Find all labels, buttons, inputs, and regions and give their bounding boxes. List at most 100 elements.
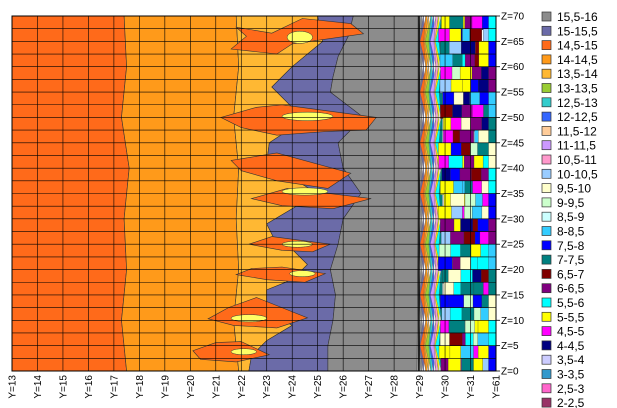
contour-spot (289, 270, 316, 277)
legend-swatch (541, 126, 552, 136)
mixed-patch (462, 332, 466, 347)
x-tick-label: Y=28 (390, 375, 401, 399)
mixed-patch (477, 256, 490, 271)
x-tick-label: Y=30 (441, 375, 452, 399)
legend-label: 8,5-9 (557, 210, 585, 224)
y-tick-label: Z=50 (501, 113, 525, 124)
x-tick-label: Y=24 (288, 375, 299, 399)
legend-swatch (541, 183, 552, 193)
legend-swatch (541, 283, 552, 294)
x-tick-label: Y=23 (262, 375, 273, 399)
legend: 15,5-1615-15,514,5-1514-14,513,5-1413-13… (541, 10, 598, 408)
y-tick-label: Z=70 (501, 12, 525, 23)
y-tick-label: Z=10 (501, 316, 525, 327)
x-tick-label: Y=20 (186, 375, 197, 399)
legend-label: 5-5,5 (557, 310, 585, 324)
x-tick-label: Y=14 (33, 375, 44, 399)
mixed-patch (460, 345, 475, 360)
mixed-patch (460, 282, 475, 297)
y-tick-label: Z=0 (501, 367, 519, 378)
y-tick-label: Z=20 (501, 265, 525, 276)
mixed-patch (472, 104, 485, 119)
legend-label: 2,5-3 (557, 382, 585, 396)
mixed-patch (448, 155, 465, 170)
y-tick-label: Z=5 (501, 341, 519, 352)
x-tick-label: Y=13 (8, 375, 19, 399)
legend-swatch (541, 226, 552, 236)
y-tick-label: Z=40 (501, 164, 525, 175)
legend-swatch (541, 340, 552, 351)
mixed-patch (440, 180, 455, 195)
legend-label: 8-8,5 (557, 225, 585, 239)
mixed-patch (448, 320, 466, 335)
legend-label: 15-15,5 (557, 24, 598, 38)
legend-label: 7-7,5 (557, 253, 585, 267)
x-tick-label: Y=25 (313, 375, 324, 399)
legend-label: 11-11,5 (557, 139, 596, 153)
x-tick-label: Y=61 (492, 375, 503, 399)
legend-swatch (541, 154, 552, 165)
legend-swatch (541, 254, 552, 265)
legend-swatch (541, 111, 552, 122)
mixed-patch (440, 104, 455, 119)
legend-label: 10,5-11 (557, 153, 597, 167)
legend-swatch (541, 311, 552, 322)
x-tick-label: Y=29 (415, 375, 426, 399)
x-axis-tick-labels: Y=13 Y=14 Y=15 Y=16 Y=17 Y=18 Y=19 Y=20 Y=21 Y=22… (8, 375, 503, 399)
legend-swatch (541, 140, 552, 151)
legend-swatch (541, 40, 552, 50)
mixed-patch (438, 206, 453, 221)
legend-swatch (541, 97, 552, 108)
mixed-patch (448, 294, 466, 309)
x-tick-label: Y=27 (364, 375, 375, 399)
mixed-patch (477, 332, 490, 347)
legend-label: 6,5-7 (557, 267, 585, 281)
grid-lines (11, 15, 497, 372)
legend-label: 9,5-10 (557, 182, 591, 196)
legend-swatch (541, 54, 552, 65)
legend-label: 10-10,5 (557, 167, 598, 181)
legend-label: 12-12,5 (557, 110, 598, 124)
mixed-patch (440, 218, 455, 233)
x-tick-label: Y=26 (339, 375, 350, 399)
legend-swatch (541, 326, 552, 336)
legend-label: 4,5-5 (557, 325, 585, 339)
y-tick-label: Z=30 (501, 214, 525, 225)
legend-swatch (541, 297, 552, 308)
mixed-patch (438, 142, 453, 157)
contour-spot (281, 111, 334, 121)
legend-swatch (541, 397, 552, 408)
y-tick-label: Z=35 (501, 189, 525, 200)
legend-swatch (541, 197, 552, 208)
legend-swatch (541, 240, 552, 251)
legend-label: 6-6,5 (557, 282, 585, 296)
x-tick-label: Y=18 (135, 375, 146, 399)
legend-label: 3,5-4 (557, 353, 585, 367)
mixed-patch (469, 28, 482, 43)
x-tick-label: Y=17 (109, 375, 120, 399)
legend-swatch (541, 83, 552, 93)
x-tick-label: Y=22 (237, 375, 248, 399)
y-tick-label: Z=15 (501, 290, 525, 301)
legend-swatch (541, 68, 552, 79)
x-tick-label: Y=31 (466, 375, 477, 399)
legend-swatch (541, 383, 552, 394)
legend-label: 9-9,5 (557, 196, 585, 210)
y-axis-tick-labels: Z=70 Z=65 Z=60 Z=55 Z=50 Z=45 Z=40 Z=35 Z=30 Z=25… (496, 12, 525, 378)
mixed-patch (477, 142, 490, 157)
legend-swatch (541, 369, 552, 379)
legend-label: 12,5-13 (557, 96, 598, 110)
mixed-patch (461, 41, 476, 56)
x-tick-label: Y=15 (58, 375, 69, 399)
legend-swatch (541, 11, 552, 22)
mixed-patch (461, 307, 477, 322)
legend-label: 11,5-12 (557, 124, 597, 138)
legend-label: 14,5-15 (557, 39, 598, 53)
legend-label: 7,5-8 (557, 239, 585, 253)
legend-label: 4-4,5 (557, 339, 585, 353)
mixed-patch (439, 53, 455, 68)
contour-spot (230, 348, 257, 356)
legend-label: 2-2,5 (557, 396, 585, 408)
mixed-patch (450, 193, 467, 208)
